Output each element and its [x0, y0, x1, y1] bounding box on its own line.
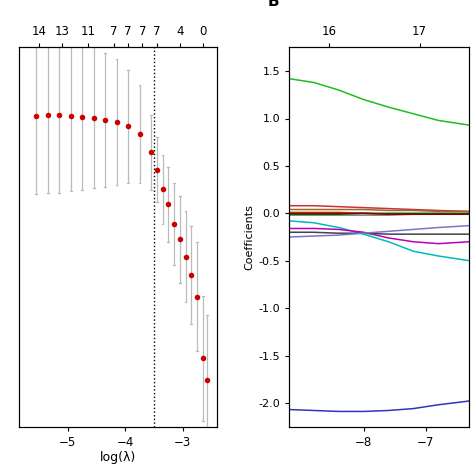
Point	[164, 201, 172, 208]
Point	[44, 111, 52, 118]
Point	[136, 130, 144, 138]
Point	[90, 114, 98, 122]
Point	[199, 355, 207, 362]
Point	[176, 236, 183, 243]
Point	[188, 271, 195, 279]
Point	[170, 220, 178, 228]
Y-axis label: Coefficients: Coefficients	[244, 204, 254, 270]
Point	[182, 253, 190, 260]
Point	[203, 376, 210, 384]
Point	[32, 112, 40, 119]
Point	[193, 293, 201, 301]
Point	[124, 123, 132, 130]
Point	[101, 116, 109, 124]
Point	[67, 112, 74, 119]
Point	[55, 111, 63, 118]
X-axis label: log(λ): log(λ)	[100, 451, 136, 465]
Point	[78, 113, 86, 120]
Point	[113, 118, 120, 126]
Point	[147, 149, 155, 156]
Text: B: B	[267, 0, 279, 9]
Point	[159, 185, 166, 193]
Point	[153, 166, 161, 173]
